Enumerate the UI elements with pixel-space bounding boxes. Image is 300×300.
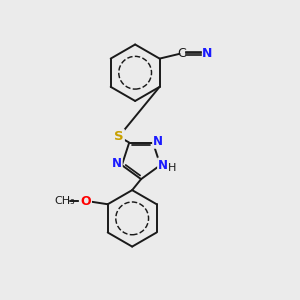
Text: N: N	[153, 135, 163, 148]
Text: N: N	[158, 159, 168, 172]
Text: C: C	[178, 47, 186, 60]
Text: CH₃: CH₃	[54, 196, 75, 206]
Text: N: N	[202, 47, 212, 60]
Text: H: H	[167, 163, 176, 173]
Text: N: N	[112, 157, 122, 170]
Text: S: S	[114, 130, 124, 143]
Text: O: O	[80, 195, 91, 208]
